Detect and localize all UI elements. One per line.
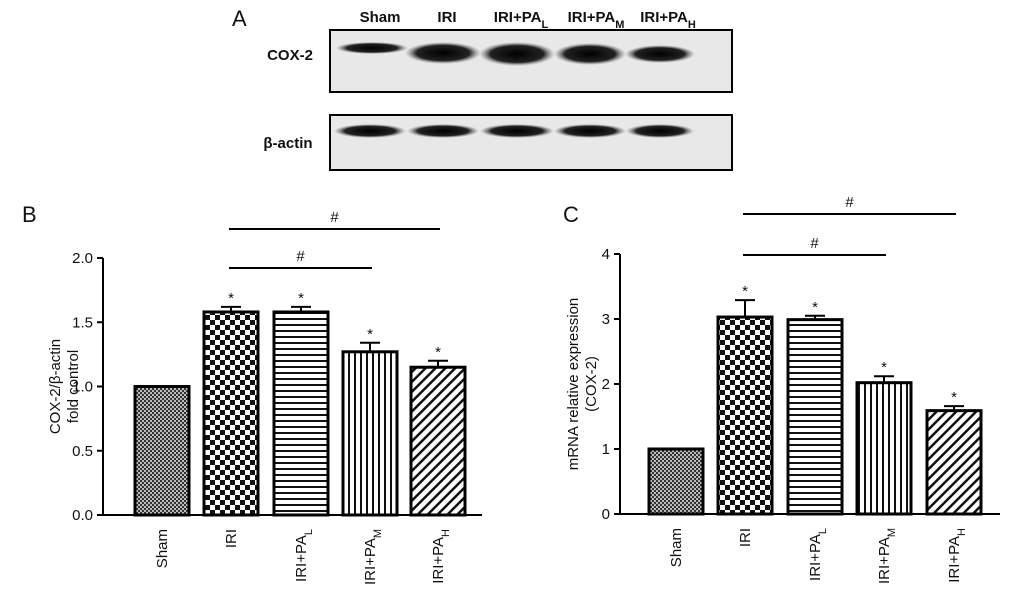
row-label: β-actin — [263, 135, 312, 152]
x-tick-label: IRI+PAL — [293, 529, 315, 582]
x-tick-label: IRI — [737, 528, 754, 547]
significance-star: * — [435, 344, 441, 361]
x-tick-label: IRI — [223, 529, 240, 548]
bar — [855, 381, 913, 516]
y-tick-label: 1.0 — [72, 379, 93, 396]
significance-star: * — [367, 326, 373, 343]
bar — [133, 385, 191, 517]
band — [626, 124, 694, 138]
significance-label: # — [810, 235, 819, 252]
y-tick-label: 0.0 — [72, 507, 93, 524]
lane-label: IRI+PAL — [494, 9, 549, 31]
panel-label: B — [22, 202, 37, 227]
bar — [202, 310, 260, 517]
band — [625, 45, 695, 63]
y-tick-label: 2.0 — [72, 250, 93, 267]
band — [405, 42, 481, 64]
x-tick-label: Sham — [668, 528, 685, 567]
significance-star: * — [812, 299, 818, 316]
y-axis-label: COX-2/β-actin — [47, 339, 64, 434]
lane-label: IRI+PAM — [568, 9, 625, 31]
bar — [647, 447, 705, 516]
y-axis-label: mRNA relative expression — [565, 298, 582, 471]
row-label: COX-2 — [267, 47, 313, 64]
x-tick-label: Sham — [154, 529, 171, 568]
bar — [409, 365, 467, 517]
panel-label: A — [232, 6, 247, 31]
band — [480, 124, 554, 138]
y-tick-label: 3 — [602, 311, 610, 328]
x-tick-label: IRI+PAH — [430, 529, 452, 584]
blot-box — [329, 114, 733, 171]
y-tick-label: 4 — [602, 246, 610, 263]
x-tick-label: IRI+PAM — [876, 528, 898, 584]
lane-label: IRI — [437, 9, 456, 26]
significance-star: * — [881, 359, 887, 376]
y-axis-label: (COX-2) — [583, 356, 600, 412]
x-tick-label: IRI+PAH — [946, 528, 968, 583]
y-tick-label: 0 — [602, 506, 610, 523]
lane-label: Sham — [360, 9, 401, 26]
bar — [272, 310, 330, 517]
y-axis-label: fold control — [65, 350, 82, 423]
significance-star: * — [228, 290, 234, 307]
panel-label: C — [563, 202, 579, 227]
y-tick-label: 1 — [602, 441, 610, 458]
significance-label: # — [845, 194, 854, 211]
band — [336, 42, 408, 54]
y-tick-label: 1.5 — [72, 314, 93, 331]
western-blot: A COX-2 β-actin Sham IRI IRI+PAL IRI+PAM… — [232, 6, 733, 171]
band — [479, 42, 555, 66]
y-tick-label: 2 — [602, 376, 610, 393]
band — [334, 124, 406, 138]
band — [554, 43, 626, 65]
significance-star: * — [951, 389, 957, 406]
x-tick-label: IRI+PAL — [807, 528, 829, 581]
significance-label: # — [296, 248, 305, 265]
y-tick-label: 0.5 — [72, 443, 93, 460]
bar — [786, 318, 844, 516]
bar — [341, 350, 399, 517]
bar — [716, 315, 774, 516]
significance-star: * — [742, 283, 748, 300]
band — [407, 124, 479, 138]
significance-star: * — [298, 290, 304, 307]
x-tick-label: IRI+PAM — [362, 529, 384, 585]
lane-label: IRI+PAH — [640, 9, 696, 31]
significance-label: # — [330, 209, 339, 226]
bar — [925, 409, 983, 516]
band — [554, 124, 626, 138]
